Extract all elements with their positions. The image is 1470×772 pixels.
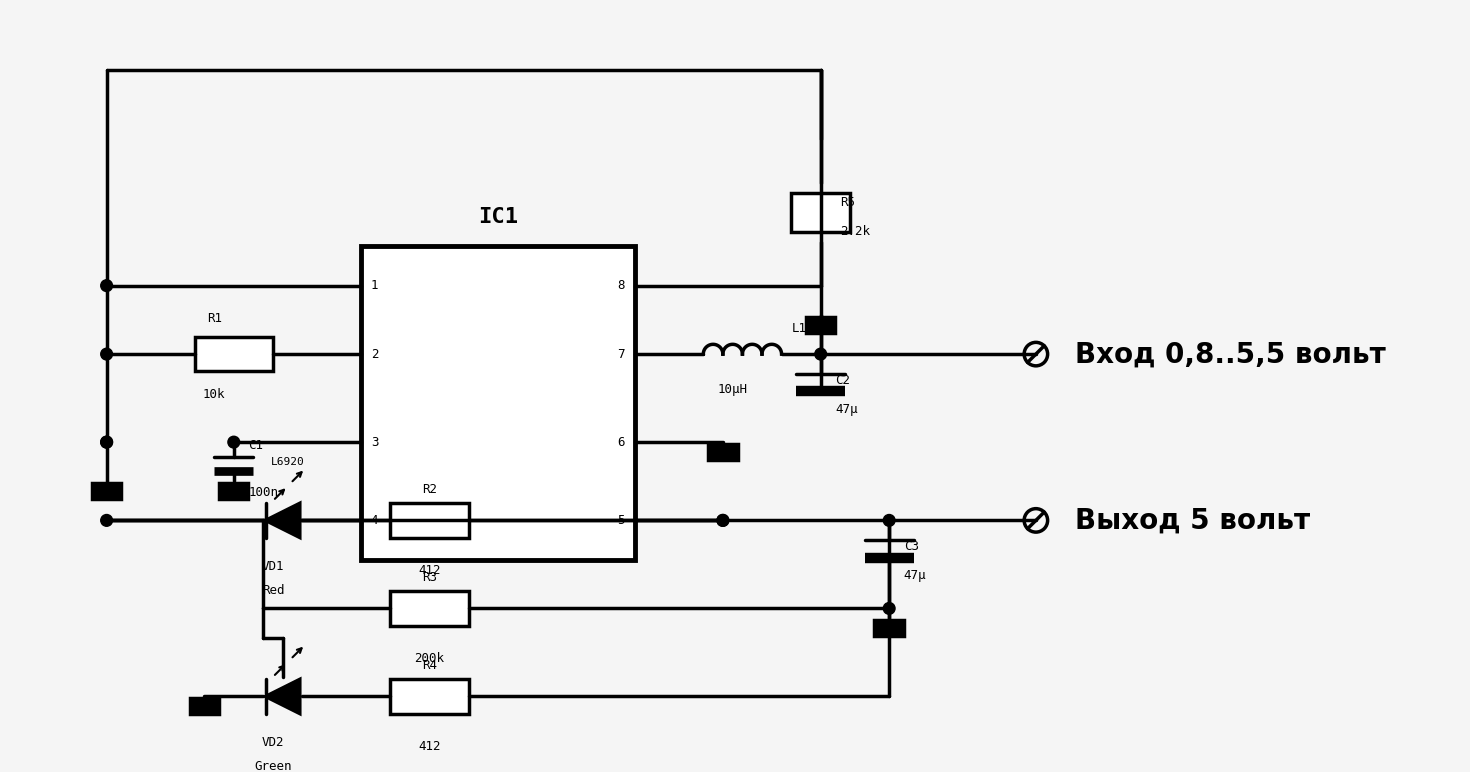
Text: C1: C1 [248, 439, 263, 452]
Circle shape [101, 514, 113, 527]
Circle shape [101, 436, 113, 448]
Text: R4: R4 [422, 659, 437, 672]
Text: 10k: 10k [203, 388, 225, 401]
Circle shape [883, 603, 895, 615]
Bar [806, 317, 835, 333]
Text: 412: 412 [417, 564, 441, 577]
Bar [194, 337, 273, 371]
Text: 412: 412 [417, 740, 441, 753]
Text: 6: 6 [617, 435, 625, 449]
Bar [362, 246, 635, 560]
Circle shape [101, 348, 113, 360]
Text: 200k: 200k [415, 652, 444, 665]
Text: L6920: L6920 [270, 456, 304, 466]
Text: Red: Red [262, 584, 284, 597]
Bar [391, 503, 469, 537]
Circle shape [814, 348, 826, 360]
Text: 3: 3 [370, 435, 378, 449]
Circle shape [717, 514, 729, 527]
Polygon shape [266, 503, 300, 537]
Text: 100n: 100n [248, 486, 278, 499]
Circle shape [101, 279, 113, 292]
Text: 47μ: 47μ [835, 403, 858, 416]
Text: C2: C2 [835, 374, 850, 387]
Bar [791, 193, 850, 232]
Text: Green: Green [254, 760, 291, 772]
Bar [93, 483, 122, 499]
Text: R5: R5 [841, 196, 856, 209]
Text: 1: 1 [370, 279, 378, 292]
Text: Вход 0,8..5,5 вольт: Вход 0,8..5,5 вольт [1075, 340, 1386, 368]
Polygon shape [266, 679, 300, 713]
Text: 47μ: 47μ [904, 569, 926, 582]
Text: 2.2k: 2.2k [841, 225, 870, 239]
Text: R1: R1 [207, 312, 222, 325]
Text: 5: 5 [617, 514, 625, 527]
Text: VD1: VD1 [262, 560, 284, 573]
Circle shape [228, 436, 240, 448]
Text: 10μH: 10μH [717, 384, 748, 397]
Text: 2: 2 [370, 347, 378, 361]
Text: Выход 5 вольт: Выход 5 вольт [1075, 506, 1310, 534]
Circle shape [883, 514, 895, 527]
Bar [391, 679, 469, 713]
Text: VD2: VD2 [262, 736, 284, 749]
Text: C3: C3 [904, 540, 919, 553]
Text: 7: 7 [617, 347, 625, 361]
Text: 4: 4 [370, 514, 378, 527]
Text: R3: R3 [422, 571, 437, 584]
Text: 8: 8 [617, 279, 625, 292]
Circle shape [101, 436, 113, 448]
Bar [391, 591, 469, 625]
Bar [219, 483, 248, 499]
Bar [875, 620, 904, 636]
Text: R2: R2 [422, 483, 437, 496]
Circle shape [717, 514, 729, 527]
Bar [709, 444, 738, 460]
Text: L1: L1 [791, 321, 807, 334]
Bar [190, 699, 219, 714]
Text: IC1: IC1 [478, 207, 517, 227]
